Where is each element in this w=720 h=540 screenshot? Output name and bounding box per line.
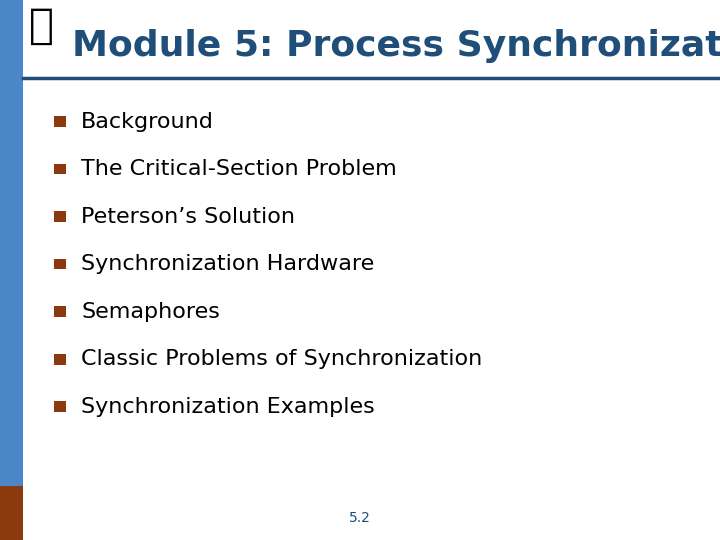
Text: Synchronization Examples: Synchronization Examples — [81, 396, 375, 417]
Text: The Critical-Section Problem: The Critical-Section Problem — [81, 159, 397, 179]
Text: 5.2: 5.2 — [349, 511, 371, 525]
Bar — [54, 259, 66, 269]
Text: 🦕: 🦕 — [30, 5, 54, 47]
Bar — [54, 211, 66, 222]
Text: Classic Problems of Synchronization: Classic Problems of Synchronization — [81, 349, 482, 369]
Text: Semaphores: Semaphores — [81, 301, 220, 322]
Text: Module 5: Process Synchronization: Module 5: Process Synchronization — [72, 29, 720, 63]
Bar — [0, 486, 23, 540]
Text: Synchronization Hardware: Synchronization Hardware — [81, 254, 374, 274]
Text: Background: Background — [81, 111, 215, 132]
Bar — [54, 116, 66, 127]
Bar — [54, 401, 66, 412]
Bar — [54, 164, 66, 174]
Bar — [0, 0, 23, 540]
Bar — [54, 306, 66, 317]
Bar — [54, 354, 66, 364]
Text: Peterson’s Solution: Peterson’s Solution — [81, 206, 295, 227]
